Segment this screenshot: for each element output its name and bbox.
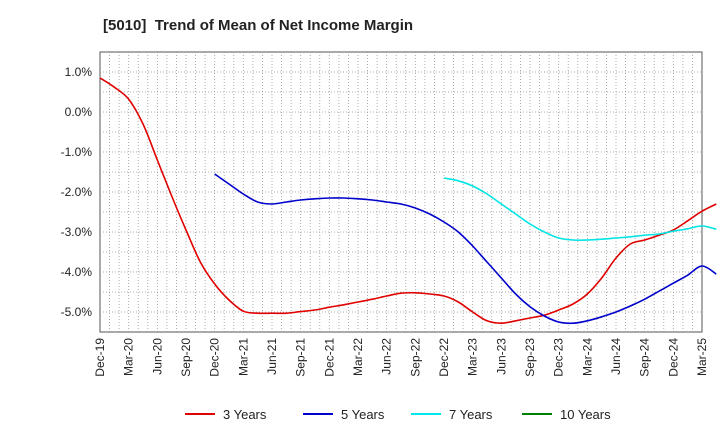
y-tick-label: 1.0% (65, 65, 93, 79)
x-tick-label: Dec-22 (437, 338, 451, 377)
y-tick-label: -4.0% (61, 265, 93, 279)
x-tick-label: Sep-24 (638, 338, 652, 377)
x-tick-label: Mar-24 (580, 338, 594, 376)
y-tick-label: -2.0% (61, 185, 93, 199)
series-line-7-years (443, 177, 717, 241)
legend-label-10-years: 10 Years (560, 407, 611, 422)
x-tick-label: Sep-23 (523, 338, 537, 377)
x-tick-label: Mar-25 (695, 338, 709, 376)
y-tick-label: -1.0% (61, 145, 93, 159)
x-tick-label: Jun-24 (609, 338, 623, 375)
x-tick-label: Dec-23 (552, 338, 566, 377)
series-line-3-years (99, 77, 717, 324)
x-tick-label: Sep-21 (294, 338, 308, 377)
x-tick-label: Jun-21 (265, 338, 279, 375)
x-tick-label: Mar-21 (236, 338, 250, 376)
x-tick-label: Dec-19 (93, 338, 107, 377)
y-tick-label: -3.0% (61, 225, 93, 239)
x-tick-label: Jun-23 (494, 338, 508, 375)
legend-label-5-years: 5 Years (341, 407, 385, 422)
x-tick-label: Mar-20 (122, 338, 136, 376)
x-tick-label: Mar-22 (351, 338, 365, 376)
x-tick-label: Jun-20 (150, 338, 164, 375)
x-tick-label: Mar-23 (466, 338, 480, 376)
y-tick-label: 0.0% (65, 105, 93, 119)
legend-label-7-years: 7 Years (449, 407, 493, 422)
y-tick-label: -5.0% (61, 305, 93, 319)
x-tick-label: Dec-20 (208, 338, 222, 377)
x-tick-label: Dec-24 (666, 338, 680, 377)
x-tick-label: Jun-22 (380, 338, 394, 375)
series-line-5-years (214, 173, 717, 325)
x-tick-label: Dec-21 (322, 338, 336, 377)
x-tick-label: Sep-22 (408, 338, 422, 377)
legend-label-3-years: 3 Years (223, 407, 267, 422)
x-tick-label: Sep-20 (179, 338, 193, 377)
chart-title: [5010] Trend of Mean of Net Income Margi… (103, 17, 414, 34)
